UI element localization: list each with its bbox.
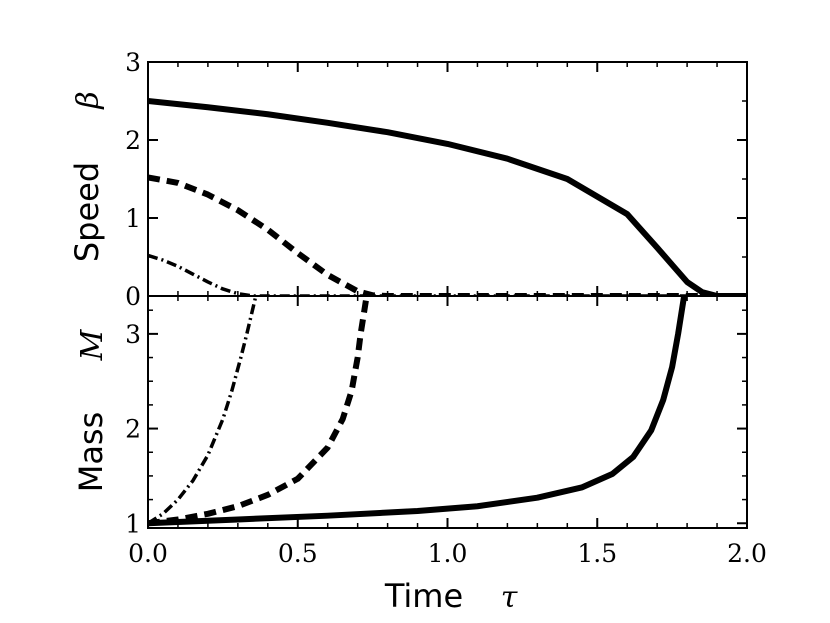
bottom-ylabel-symbol: M [75,328,110,361]
top-ytick-label: 0 [125,282,141,311]
bottom-ytick-label: 2 [125,415,141,444]
top-ytick-label: 1 [125,204,141,233]
top-ytick-label: 2 [125,126,141,155]
bottom-ytick-label: 1 [125,509,141,538]
xlabel: Time [384,577,463,615]
top-ylabel: Speed [68,162,106,262]
top-ylabel-symbol: β [71,91,106,109]
top-series-dashed-line [148,174,747,296]
bottom-series-dashdot-line [148,296,258,525]
bottom-series-dashed-line [148,296,370,527]
xlabel-symbol: τ [501,580,518,615]
xtick-label: 0.0 [128,539,168,568]
xtick-label: 0.5 [278,539,318,568]
bottom-panel: 1 2 3 0.0 0.5 1.0 1.5 2.0 [125,295,767,568]
xtick-label: 1.5 [577,539,617,568]
top-frame [147,61,748,297]
bottom-ytick-label: 3 [125,320,141,349]
top-series-dashdot-line [148,253,747,296]
bottom-series-solid-line [148,296,688,527]
xtick-label: 1.0 [428,539,468,568]
top-series-solid-line [148,98,747,296]
bottom-ylabel: Mass [72,412,110,493]
top-ytick-label: 3 [125,48,141,77]
top-panel: 0 1 2 3 [125,48,748,311]
xtick-label: 2.0 [727,539,767,568]
